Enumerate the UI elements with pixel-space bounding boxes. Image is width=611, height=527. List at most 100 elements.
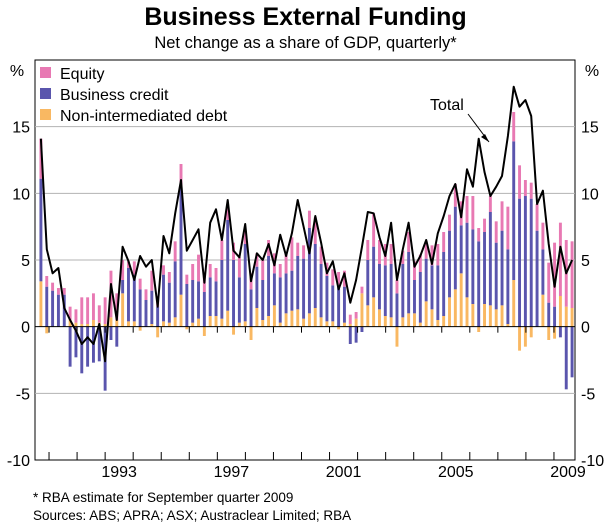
non-intermediated-debt-bar xyxy=(39,281,43,327)
non-intermediated-debt-bar xyxy=(553,326,557,339)
equity-bar xyxy=(418,254,422,272)
equity-bar xyxy=(512,112,516,142)
equity-bar xyxy=(523,180,527,196)
equity-bar xyxy=(185,274,189,284)
non-intermediated-debt-bar xyxy=(290,310,294,327)
x-tick-label: 1993 xyxy=(101,464,137,481)
equity-bar xyxy=(413,261,416,280)
non-intermediated-debt-bar xyxy=(430,309,434,327)
stacked-bars xyxy=(39,112,574,391)
business-credit-bar xyxy=(325,276,329,322)
non-intermediated-debt-bar xyxy=(91,320,95,327)
equity-bar xyxy=(284,253,288,274)
total-series-line xyxy=(39,85,574,363)
non-intermediated-debt-bar xyxy=(360,293,364,327)
legend: Equity Business credit Non-intermediated… xyxy=(40,66,228,125)
business-credit-bar xyxy=(453,206,457,290)
equity-bar xyxy=(97,305,101,323)
business-credit-bar xyxy=(197,281,200,319)
business-credit-bar xyxy=(535,230,539,327)
equity-bar xyxy=(243,230,247,244)
business-credit-bar xyxy=(518,198,522,327)
non-intermediated-debt-bar xyxy=(68,320,72,327)
non-intermediated-debt-bar xyxy=(45,326,49,334)
equity-bar xyxy=(132,261,136,275)
business-credit-bar xyxy=(348,326,352,344)
equity-bar xyxy=(372,213,376,247)
equity-bar xyxy=(494,221,498,243)
business-credit-bar xyxy=(529,198,533,327)
business-credit-bar xyxy=(226,220,230,311)
non-intermediated-debt-bar xyxy=(488,305,492,327)
business-credit-bar xyxy=(255,266,259,308)
y-tick-label-left: 0 xyxy=(21,320,30,337)
business-credit-bar xyxy=(477,241,481,327)
equity-bar xyxy=(208,264,212,278)
business-credit-bar xyxy=(506,249,510,324)
business-credit-bar xyxy=(354,326,358,343)
business-credit-bar xyxy=(290,270,294,311)
equity-bar xyxy=(39,138,43,179)
x-axis-ticks xyxy=(48,326,555,460)
non-intermediated-debt-bar xyxy=(570,308,574,327)
business-credit-bar xyxy=(214,281,218,316)
equity-bar xyxy=(378,240,381,264)
y-tick-label-right: 0 xyxy=(581,320,590,337)
equity-bar xyxy=(348,314,352,324)
equity-bar xyxy=(51,282,55,291)
business-credit-bar xyxy=(237,277,241,323)
equity-bar xyxy=(500,201,504,231)
equity-bar xyxy=(319,246,323,264)
equity-bar xyxy=(162,265,165,275)
business-credit-bar xyxy=(267,256,271,316)
equity-bar xyxy=(179,164,183,188)
legend-label-equity: Equity xyxy=(60,66,104,83)
x-tick-label: 2009 xyxy=(550,464,586,481)
business-credit-bar xyxy=(249,289,253,327)
equity-bar xyxy=(337,272,341,286)
non-intermediated-debt-bar xyxy=(465,297,469,327)
non-intermediated-debt-bar xyxy=(278,322,282,327)
equity-bar xyxy=(518,165,522,199)
equity-bar xyxy=(202,276,206,292)
non-intermediated-debt-bar xyxy=(86,324,90,327)
sources-note: Sources: ABS; APRA; ASX; Austraclear Lim… xyxy=(33,508,351,523)
business-credit-bar xyxy=(232,260,235,327)
equity-bar xyxy=(290,237,294,271)
business-credit-bar xyxy=(51,290,55,327)
non-intermediated-debt-bar xyxy=(202,326,206,336)
non-intermediated-debt-bar xyxy=(418,322,422,327)
business-credit-bar xyxy=(179,188,183,295)
non-intermediated-debt-bar xyxy=(436,320,440,327)
legend-label-business-credit: Business credit xyxy=(60,87,169,104)
business-credit-bar xyxy=(284,273,288,314)
non-intermediated-debt-bar xyxy=(407,313,411,327)
equity-bar xyxy=(80,297,84,324)
non-intermediated-debt-bar xyxy=(372,297,376,327)
business-credit-bar xyxy=(307,228,311,314)
chart-subtitle: Net change as a share of GDP, quarterly* xyxy=(154,34,457,52)
non-intermediated-debt-bar xyxy=(564,306,568,327)
non-intermediated-debt-bar xyxy=(302,318,306,327)
non-intermediated-debt-bar xyxy=(191,322,195,327)
business-credit-bar xyxy=(413,280,416,314)
non-intermediated-debt-bar xyxy=(471,304,475,327)
non-intermediated-debt-bar xyxy=(115,320,119,327)
business-credit-bar xyxy=(313,244,317,308)
equity-bar xyxy=(173,241,177,262)
business-credit-bar xyxy=(436,265,440,320)
legend-swatch-equity xyxy=(40,67,51,78)
business-credit-bar xyxy=(564,326,568,390)
equity-bar xyxy=(74,309,78,323)
equity-bar xyxy=(389,244,393,264)
non-intermediated-debt-bar xyxy=(150,324,154,327)
business-credit-bar xyxy=(430,265,434,310)
equity-bar xyxy=(62,288,66,295)
non-intermediated-debt-bar xyxy=(185,326,189,330)
non-intermediated-debt-bar xyxy=(442,316,446,327)
equity-bar xyxy=(366,240,370,260)
business-credit-bar xyxy=(191,280,195,323)
business-credit-bar xyxy=(448,230,451,298)
equity-bar xyxy=(553,242,557,307)
business-credit-bar xyxy=(418,272,422,323)
